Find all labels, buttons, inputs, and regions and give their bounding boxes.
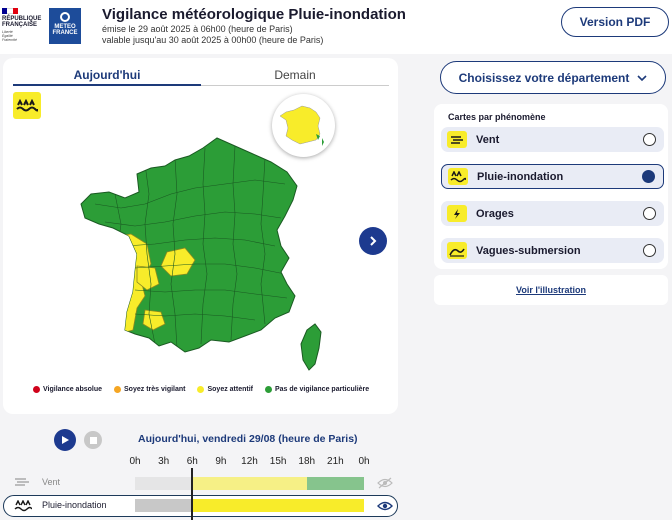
department-select[interactable]: Choisissez votre département — [440, 61, 666, 94]
wind-icon — [15, 478, 29, 486]
phenomena-panel: Cartes par phénomène Vent Pluie-inondati… — [434, 104, 668, 269]
eye-icon[interactable] — [377, 500, 393, 512]
header: RÉPUBLIQUE FRANÇAISE Liberté Égalité Fra… — [0, 0, 672, 54]
timeline-date: Aujourd'hui, vendredi 29/08 (heure de Pa… — [138, 433, 358, 445]
motto-line-1: Liberté — [2, 30, 13, 34]
radio-vent[interactable] — [643, 133, 656, 146]
timeline-row-vent[interactable]: Vent — [0, 474, 672, 494]
phenomenon-vent[interactable]: Vent — [441, 127, 664, 152]
valid-until-date: valable jusqu'au 30 août 2025 à 00h00 (h… — [102, 35, 324, 45]
meteo-france-logo: METEO FRANCE — [49, 8, 81, 44]
republique-francaise-logo: RÉPUBLIQUE FRANÇAISE Liberté Égalité Fra… — [2, 8, 44, 42]
legend-item-green: Pas de vigilance particulière — [265, 386, 369, 393]
timeline-hour-label: 15h — [269, 456, 287, 467]
legend-label: Soyez attentif — [207, 386, 253, 393]
chevron-down-icon — [637, 74, 647, 81]
department-borders — [94, 145, 288, 349]
next-map-button[interactable] — [359, 227, 387, 255]
republic-line-1: RÉPUBLIQUE — [2, 16, 42, 22]
meteo-france-disc-icon — [60, 12, 70, 22]
wind-icon — [447, 131, 467, 148]
radio-orages[interactable] — [643, 207, 656, 220]
stop-button[interactable] — [84, 431, 102, 449]
phenomenon-label: Orages — [476, 207, 514, 220]
play-button[interactable] — [54, 429, 76, 451]
issued-date: émise le 29 août 2025 à 06h00 (heure de … — [102, 24, 293, 34]
timeline-hour-label: 18h — [298, 456, 316, 467]
legend-item-red: Vigilance absolue — [33, 386, 102, 393]
timeline-hour-label: 21h — [327, 456, 344, 467]
timeline-row-label: Vent — [42, 477, 61, 487]
radio-pluie-inondation[interactable] — [642, 170, 655, 183]
department-select-label: Choisissez votre département — [458, 70, 630, 85]
hidden-eye-icon[interactable] — [377, 477, 393, 489]
phenomenon-label: Vagues-submersion — [476, 244, 581, 257]
motto-line-3: Fraternité — [2, 38, 17, 42]
illustration-card: Voir l'illustration — [434, 275, 668, 305]
phenomena-label: Cartes par phénomène — [448, 112, 546, 122]
french-flag-icon — [2, 8, 18, 14]
play-icon — [62, 436, 69, 444]
phenomenon-label: Pluie-inondation — [477, 170, 564, 183]
timeline-hour-label: 0h — [358, 456, 370, 467]
corsica — [300, 323, 322, 371]
chevron-right-icon — [370, 236, 377, 246]
rain-flood-badge-icon — [13, 92, 41, 119]
phenomenon-label: Vent — [476, 133, 500, 146]
map-card: Aujourd'hui Demain — [3, 58, 398, 414]
mini-overview-map[interactable] — [272, 94, 335, 157]
meteo-line-2: FRANCE — [52, 30, 78, 36]
timeline-row-label: Pluie-inondation — [42, 500, 107, 510]
timeline-hour-label: 6h — [186, 456, 198, 467]
legend-label: Pas de vigilance particulière — [275, 386, 370, 393]
map-legend: Vigilance absolue Soyez très vigilant So… — [33, 386, 369, 393]
page-title: Vigilance météorologique Pluie-inondatio… — [102, 6, 406, 23]
france-vigilance-map[interactable] — [75, 134, 323, 384]
mainland-france — [80, 137, 298, 353]
rain-flood-icon — [14, 500, 32, 512]
timeline-segment — [306, 477, 364, 490]
tab-today[interactable]: Aujourd'hui — [13, 68, 201, 86]
timeline-hour-label: 12h — [241, 456, 258, 467]
legend-item-yellow: Soyez attentif — [197, 386, 253, 393]
timeline-segment — [135, 499, 193, 512]
motto-line-2: Égalité — [2, 34, 13, 38]
stop-icon — [89, 436, 97, 444]
timeline-segment — [135, 477, 193, 490]
phenomenon-pluie-inondation[interactable]: Pluie-inondation — [441, 164, 664, 189]
radio-vagues-submersion[interactable] — [643, 244, 656, 257]
timeline-hour-label: 3h — [158, 456, 170, 467]
illustration-link[interactable]: Voir l'illustration — [516, 285, 586, 295]
phenomenon-orages[interactable]: Orages — [441, 201, 664, 226]
waves-icon — [447, 242, 467, 259]
timeline-row-pluie-inondation[interactable]: Pluie-inondation — [0, 495, 672, 517]
legend-label: Soyez très vigilant — [124, 386, 186, 393]
meteo-line-1: METEO — [54, 24, 76, 30]
phenomenon-vagues-submersion[interactable]: Vagues-submersion — [441, 238, 664, 263]
timeline-cursor[interactable] — [191, 468, 194, 520]
legend-item-orange: Soyez très vigilant — [114, 386, 185, 393]
republic-line-2: FRANÇAISE — [2, 22, 38, 28]
timeline-hour-label: 9h — [215, 456, 227, 467]
tab-tomorrow[interactable]: Demain — [201, 68, 389, 86]
rain-flood-icon — [448, 168, 468, 185]
pdf-version-button[interactable]: Version PDF — [561, 7, 669, 37]
legend-label: Vigilance absolue — [43, 386, 103, 393]
timeline-segment — [192, 499, 364, 512]
storm-icon — [447, 205, 467, 222]
timeline-hour-label: 0h — [129, 456, 141, 467]
timeline-segment — [192, 477, 307, 490]
